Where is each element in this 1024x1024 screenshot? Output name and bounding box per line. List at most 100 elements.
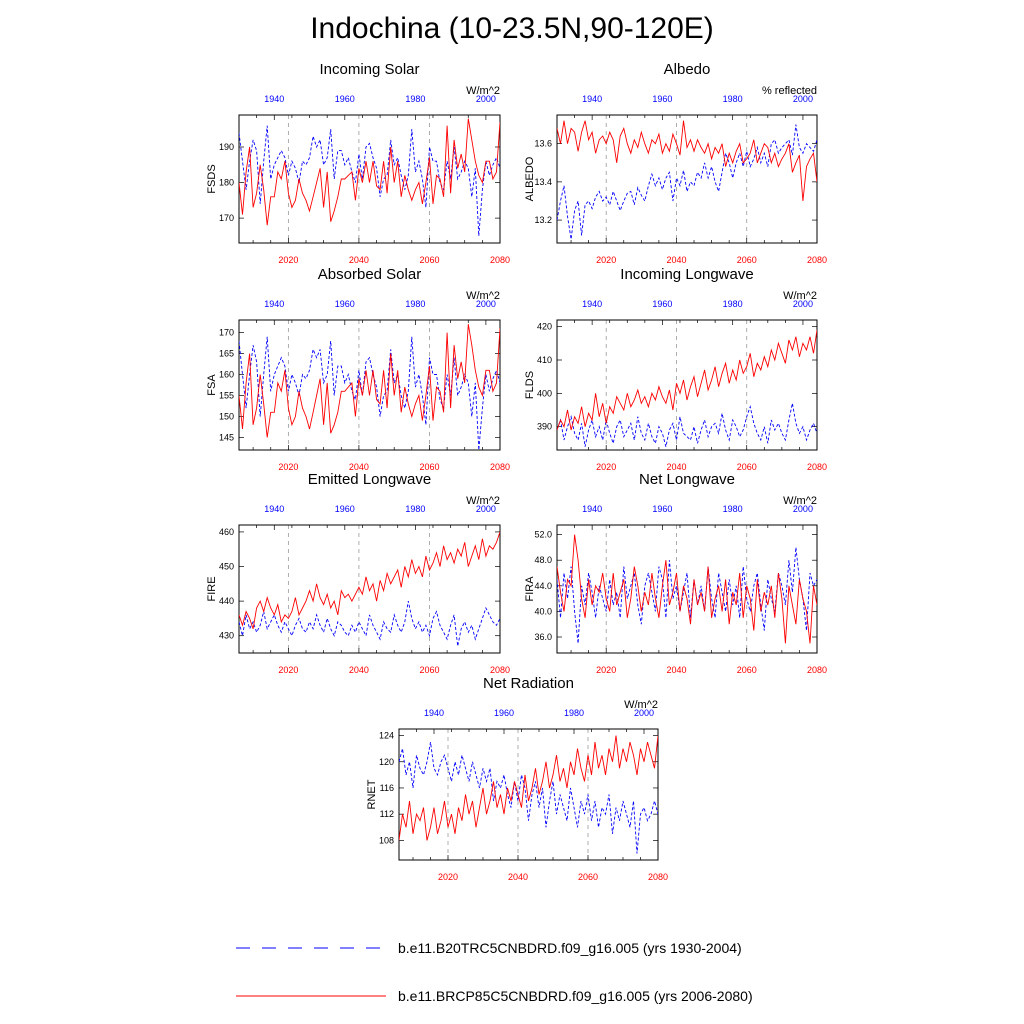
x-tick-label-top: 2000 (634, 708, 654, 718)
x-tick-label-top: 1940 (264, 504, 284, 514)
panel-1: Albedo % reflected ALBEDO 2020 2040 2060 2080 1… (524, 61, 827, 265)
x-tick-label-bottom: 2060 (419, 665, 439, 675)
panel-6: Net Radiation W/m^2 RNET 2020 2040 2060 2080 19… (366, 675, 668, 882)
panel-5: Net Longwave W/m^2 FIRA 2020 2040 2060 2080 194… (524, 471, 827, 675)
x-tick-label-top: 1980 (723, 94, 743, 104)
x-tick-label-top: 1940 (264, 94, 284, 104)
series-line-rcp85 (557, 329, 817, 431)
x-tick-label-bottom: 2060 (578, 872, 598, 882)
y-tick-label: 170 (219, 213, 234, 223)
y-tick-label: 48.0 (534, 555, 552, 565)
x-tick-label-bottom: 2060 (419, 255, 439, 265)
y-axis-label: RNET (366, 779, 378, 809)
units-label: W/m^2 (783, 290, 817, 302)
series-line-historical (239, 125, 500, 236)
plot-frame (238, 114, 501, 244)
x-tick-label-bottom: 2020 (596, 665, 616, 675)
figure-title: Indochina (10-23.5N,90-120E) (310, 12, 714, 45)
x-tick-label-top: 1980 (564, 708, 584, 718)
y-axis-label: FLDS (524, 371, 536, 399)
x-tick-label-bottom: 2080 (490, 665, 510, 675)
series-line-rcp85 (239, 531, 500, 629)
y-axis-label: FSA (206, 374, 218, 396)
panel-0: Incoming Solar W/m^2 FSDS 2020 2040 2060 2080 1… (206, 61, 510, 265)
series-line-historical (557, 403, 817, 447)
x-tick-label-top: 1960 (335, 504, 355, 514)
y-tick-label: 13.6 (534, 139, 552, 149)
x-tick-label-top: 2000 (476, 94, 496, 104)
y-tick-label: 120 (379, 757, 394, 767)
series-line-rcp85 (239, 324, 500, 438)
x-tick-label-top: 1960 (652, 504, 672, 514)
y-tick-label: 180 (219, 178, 234, 188)
y-tick-label: 190 (219, 142, 234, 152)
y-tick-label: 13.4 (534, 177, 552, 187)
x-tick-label-top: 1940 (582, 504, 602, 514)
x-tick-label-top: 1940 (582, 299, 602, 309)
x-tick-label-bottom: 2020 (278, 255, 298, 265)
panel-title: Albedo (664, 61, 711, 78)
x-tick-label-bottom: 2060 (737, 462, 757, 472)
x-tick-label-bottom: 2080 (490, 255, 510, 265)
series-line-historical (239, 601, 500, 647)
x-tick-label-bottom: 2020 (278, 462, 298, 472)
x-tick-label-bottom: 2040 (666, 255, 686, 265)
x-tick-label-top: 1960 (335, 299, 355, 309)
x-tick-label-top: 1960 (494, 708, 514, 718)
x-tick-label-top: 1960 (335, 94, 355, 104)
y-tick-label: 36.0 (534, 632, 552, 642)
y-tick-label: 430 (219, 631, 234, 641)
x-tick-label-bottom: 2040 (508, 872, 528, 882)
x-tick-label-bottom: 2040 (666, 665, 686, 675)
y-tick-label: 390 (537, 422, 552, 432)
x-tick-label-top: 1940 (424, 708, 444, 718)
series-line-historical (557, 547, 817, 644)
y-tick-label: 124 (379, 731, 394, 741)
plot-frame (238, 524, 501, 654)
x-tick-label-top: 1980 (405, 94, 425, 104)
series-line-historical (399, 742, 658, 854)
y-axis-label: FSDS (206, 164, 218, 193)
x-tick-label-bottom: 2040 (666, 462, 686, 472)
y-tick-label: 400 (537, 388, 552, 398)
x-tick-label-bottom: 2060 (419, 462, 439, 472)
units-label: % reflected (762, 85, 817, 97)
x-tick-label-bottom: 2040 (349, 462, 369, 472)
x-tick-label-top: 1980 (723, 299, 743, 309)
plot-frame (398, 728, 659, 861)
x-tick-label-bottom: 2040 (349, 255, 369, 265)
x-tick-label-bottom: 2080 (490, 462, 510, 472)
panel-title: Net Longwave (639, 471, 735, 488)
units-label: W/m^2 (783, 495, 817, 507)
x-tick-label-top: 1980 (723, 504, 743, 514)
x-tick-label-bottom: 2060 (737, 665, 757, 675)
y-tick-label: 160 (219, 370, 234, 380)
y-tick-label: 145 (219, 432, 234, 442)
plot-frame (238, 319, 501, 451)
x-tick-label-bottom: 2060 (737, 255, 757, 265)
x-tick-label-top: 1980 (405, 504, 425, 514)
y-axis-label: ALBEDO (524, 156, 536, 201)
units-label: W/m^2 (624, 699, 658, 711)
series-line-rcp85 (557, 120, 817, 202)
y-tick-label: 40.0 (534, 606, 552, 616)
x-tick-label-bottom: 2040 (349, 665, 369, 675)
y-tick-label: 410 (537, 355, 552, 365)
y-tick-label: 420 (537, 322, 552, 332)
panel-title: Net Radiation (483, 675, 574, 692)
x-tick-label-top: 1960 (652, 299, 672, 309)
panel-title: Incoming Longwave (620, 266, 753, 283)
series-line-rcp85 (239, 118, 500, 226)
x-tick-label-top: 2000 (793, 504, 813, 514)
x-tick-label-top: 1960 (652, 94, 672, 104)
x-tick-label-bottom: 2020 (596, 255, 616, 265)
series-line-rcp85 (399, 735, 658, 841)
x-tick-label-bottom: 2020 (596, 462, 616, 472)
x-tick-label-bottom: 2020 (278, 665, 298, 675)
x-tick-label-bottom: 2080 (807, 255, 827, 265)
legend-label: b.e11.BRCP85C5CNBDRD.f09_g16.005 (yrs 20… (398, 988, 753, 1004)
y-tick-label: 165 (219, 349, 234, 359)
series-line-historical (557, 124, 817, 240)
y-tick-label: 44.0 (534, 581, 552, 591)
y-tick-label: 116 (380, 783, 394, 793)
